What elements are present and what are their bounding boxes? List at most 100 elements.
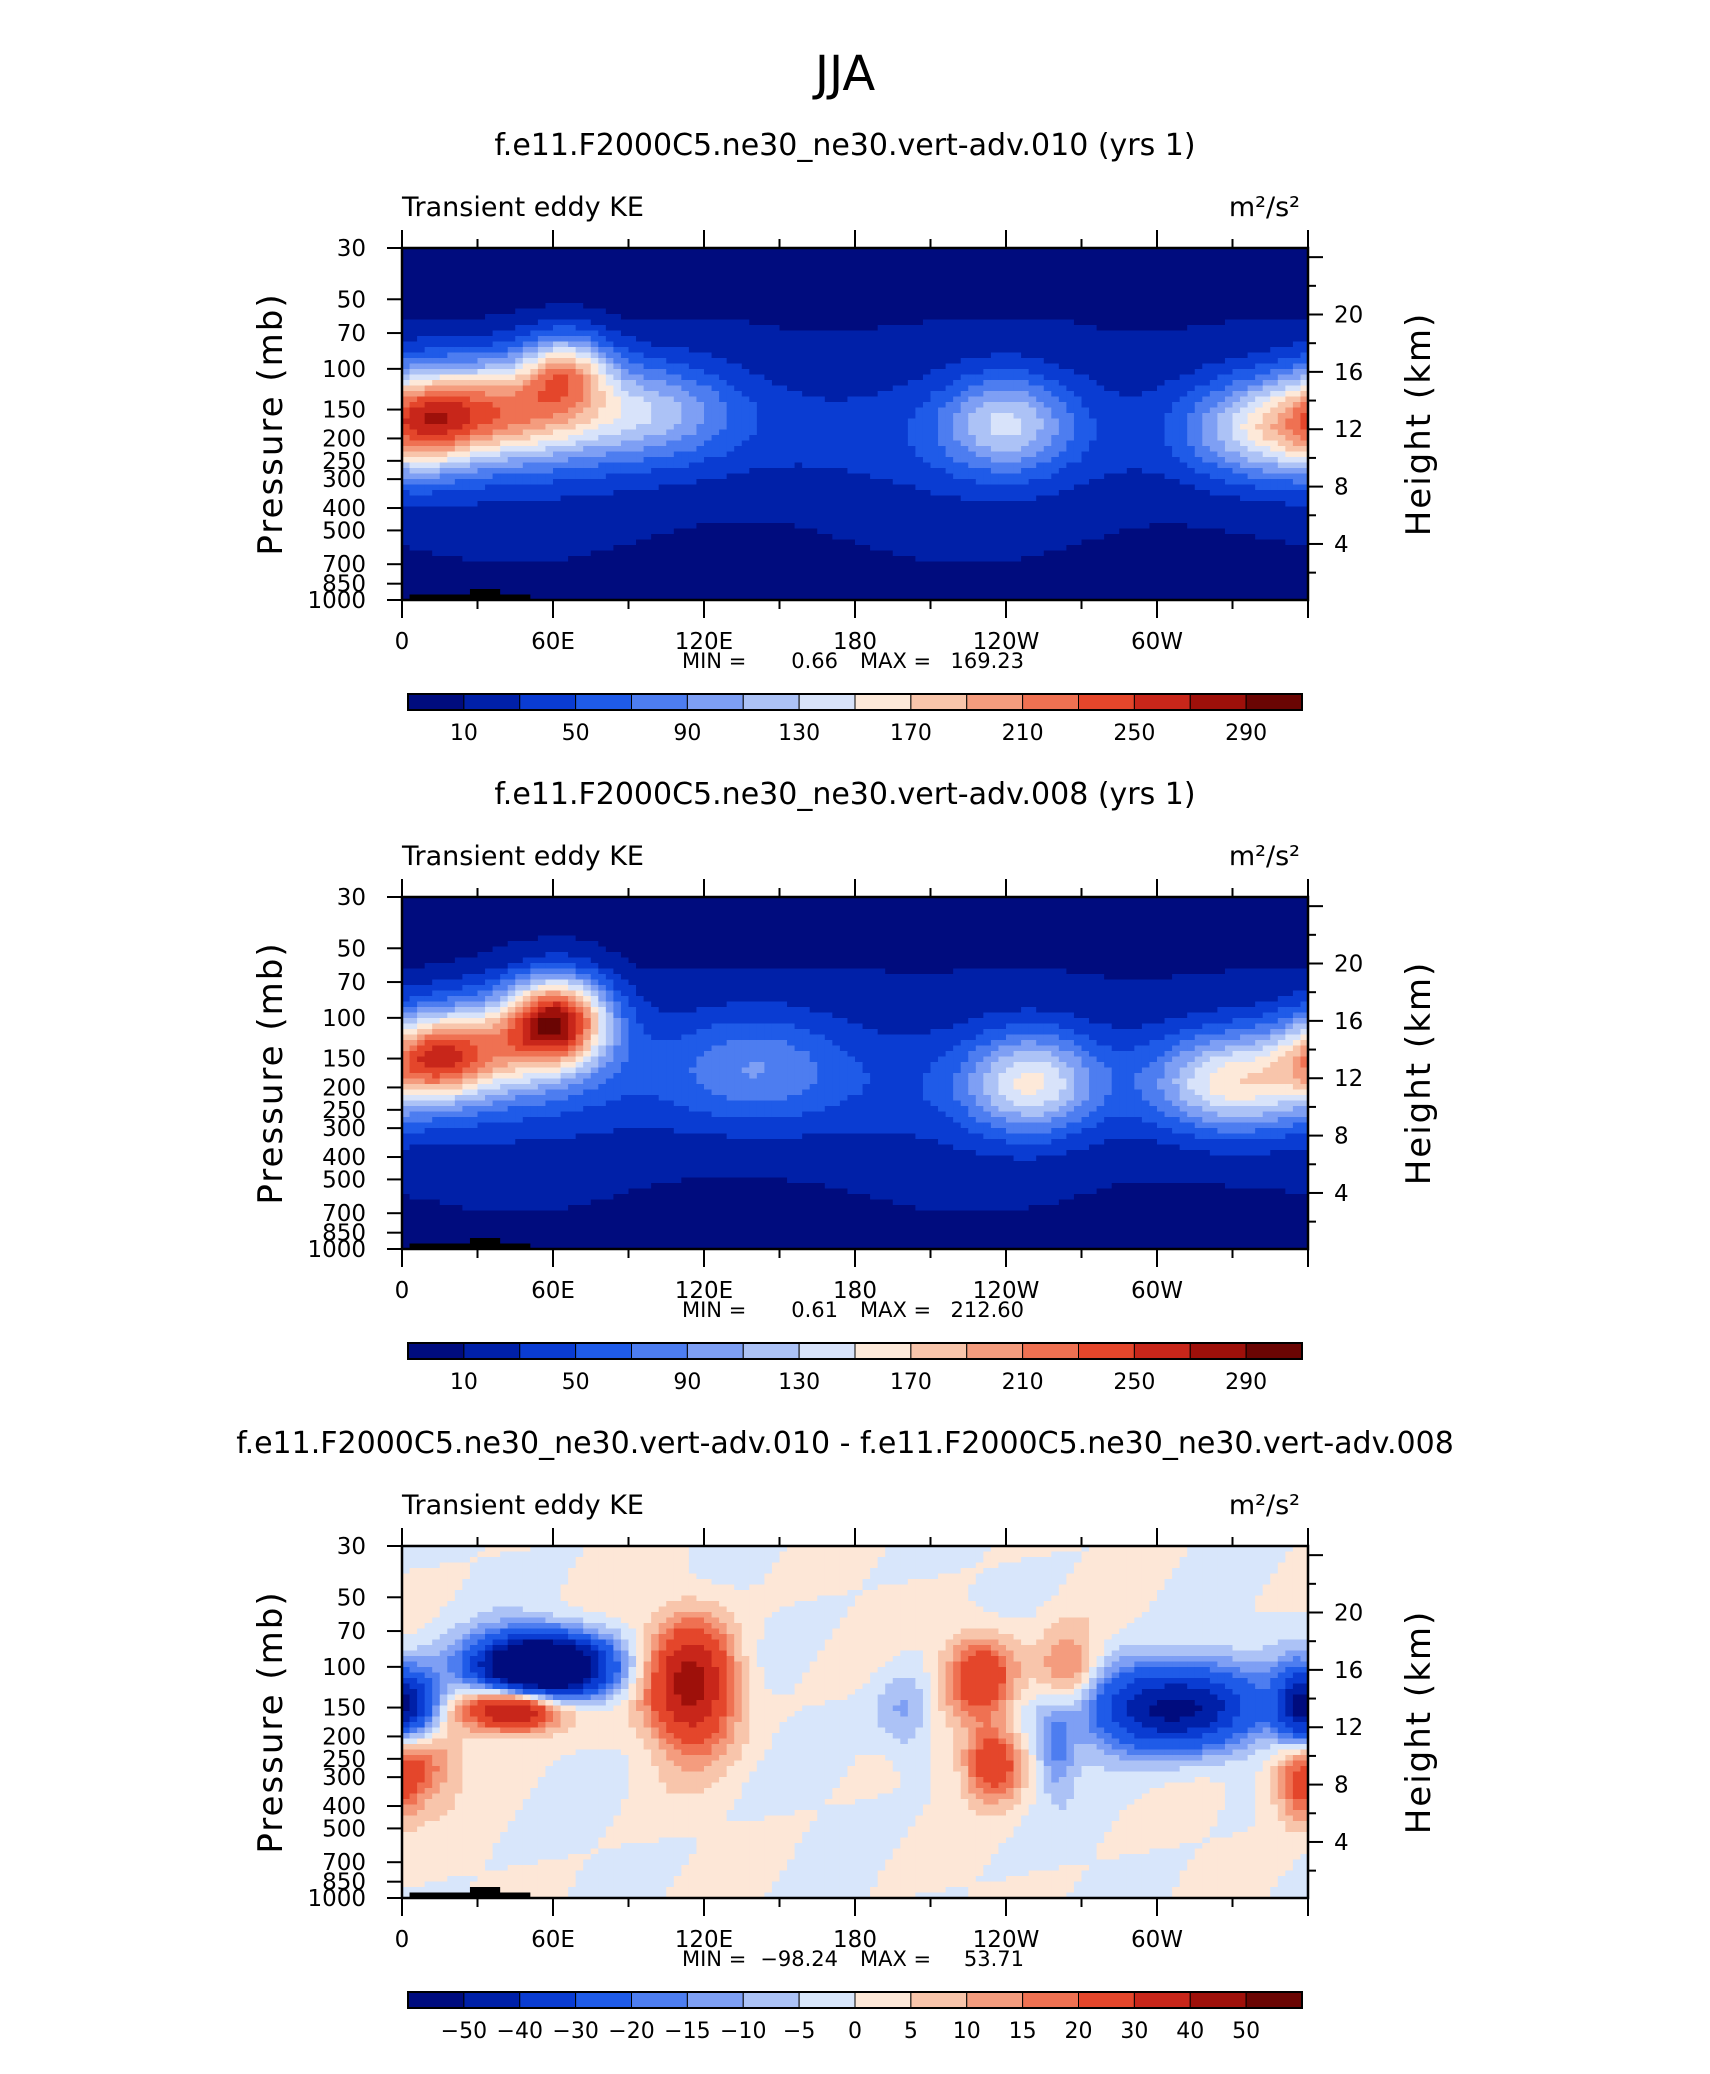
heatmap-cell bbox=[892, 402, 901, 409]
heatmap-cell bbox=[1141, 468, 1151, 475]
heatmap-cell bbox=[598, 336, 607, 343]
heatmap-cell bbox=[688, 352, 698, 359]
heatmap-cell bbox=[1066, 347, 1075, 354]
heatmap-cell bbox=[771, 281, 781, 288]
heatmap-cell bbox=[960, 363, 969, 370]
heatmap-cell bbox=[537, 457, 547, 464]
heatmap-cell bbox=[1240, 468, 1249, 475]
heatmap-cell bbox=[1058, 330, 1067, 337]
heatmap-cell bbox=[1262, 336, 1271, 343]
heatmap-cell bbox=[545, 336, 554, 343]
heatmap-cell bbox=[643, 292, 652, 299]
heatmap-cell bbox=[492, 308, 501, 315]
heatmap-cell bbox=[477, 440, 486, 447]
heatmap-cell bbox=[1240, 292, 1249, 299]
heatmap-cell bbox=[802, 380, 811, 387]
heatmap-cell bbox=[809, 281, 818, 288]
heatmap-cell bbox=[1013, 275, 1022, 282]
heatmap-cell bbox=[855, 281, 864, 288]
heatmap-cell bbox=[1194, 374, 1203, 381]
heatmap-cell bbox=[847, 275, 856, 282]
heatmap-cell bbox=[1013, 325, 1022, 332]
heatmap-cell bbox=[522, 424, 531, 431]
heatmap-cell bbox=[930, 468, 939, 475]
heatmap-cell bbox=[983, 347, 992, 354]
heatmap-cell bbox=[1240, 402, 1249, 409]
heatmap-cell bbox=[522, 429, 531, 436]
heatmap-cell bbox=[734, 473, 743, 480]
heatmap-cell bbox=[492, 286, 501, 293]
heatmap-cell bbox=[1157, 341, 1166, 348]
heatmap-cell bbox=[477, 270, 486, 277]
heatmap-cell bbox=[598, 275, 607, 282]
heatmap-cell bbox=[658, 347, 667, 354]
heatmap-cell bbox=[530, 264, 539, 271]
heatmap-cell bbox=[688, 275, 698, 282]
heatmap-cell bbox=[922, 363, 932, 370]
heatmap-cell bbox=[809, 369, 818, 376]
heatmap-cell bbox=[870, 435, 879, 442]
heatmap-cell bbox=[447, 270, 456, 277]
heatmap-cell bbox=[1255, 352, 1264, 359]
heatmap-cell bbox=[1066, 457, 1075, 464]
heatmap-cell bbox=[1126, 325, 1135, 332]
heatmap-cell bbox=[1202, 413, 1211, 420]
heatmap-cell bbox=[922, 402, 932, 409]
heatmap-cell bbox=[1006, 435, 1015, 442]
heatmap-cell bbox=[930, 270, 939, 277]
heatmap-cell bbox=[636, 281, 645, 288]
heatmap-cell bbox=[771, 440, 781, 447]
heatmap-cell bbox=[749, 374, 758, 381]
heatmap-cell bbox=[605, 391, 614, 398]
heatmap-cell bbox=[1202, 468, 1211, 475]
heatmap-cell bbox=[1058, 319, 1067, 326]
heatmap-cell bbox=[409, 248, 418, 255]
heatmap-cell bbox=[636, 468, 645, 475]
heatmap-cell bbox=[530, 363, 539, 370]
heatmap-cell bbox=[1111, 308, 1120, 315]
heatmap-cell bbox=[1149, 380, 1158, 387]
heatmap-cell bbox=[1209, 297, 1218, 304]
heatmap-cell bbox=[462, 292, 471, 299]
heatmap-cell bbox=[1232, 440, 1241, 447]
heatmap-cell bbox=[900, 336, 909, 343]
heatmap-cell bbox=[1096, 341, 1105, 348]
heatmap-cell bbox=[636, 303, 645, 310]
heatmap-cell bbox=[1194, 248, 1203, 255]
heatmap-cell bbox=[500, 429, 509, 436]
heatmap-cell bbox=[938, 259, 947, 266]
heatmap-cell bbox=[1058, 413, 1067, 420]
heatmap-cell bbox=[492, 457, 501, 464]
heatmap-cell bbox=[930, 336, 939, 343]
heatmap-cell bbox=[643, 435, 652, 442]
heatmap-cell bbox=[945, 347, 954, 354]
heatmap-cell bbox=[651, 380, 660, 387]
heatmap-cell bbox=[409, 259, 418, 266]
heatmap-cell bbox=[1300, 374, 1309, 381]
heatmap-cell bbox=[839, 308, 849, 315]
heatmap-cell bbox=[704, 468, 713, 475]
heatmap-cell bbox=[1028, 297, 1037, 304]
heatmap-cell bbox=[560, 462, 569, 469]
heatmap-cell bbox=[998, 468, 1007, 475]
heatmap-cell bbox=[454, 363, 463, 370]
heatmap-cell bbox=[500, 468, 509, 475]
heatmap-cell bbox=[704, 314, 713, 321]
heatmap-cell bbox=[1209, 396, 1218, 403]
heatmap-cell bbox=[1172, 358, 1181, 365]
heatmap-cell bbox=[1194, 402, 1203, 409]
heatmap-cell bbox=[605, 473, 614, 480]
heatmap-cell bbox=[485, 286, 494, 293]
heatmap-cell bbox=[432, 297, 441, 304]
heatmap-cell bbox=[1217, 341, 1226, 348]
heatmap-cell bbox=[870, 347, 879, 354]
heatmap-cell bbox=[1149, 418, 1158, 425]
heatmap-cell bbox=[953, 336, 962, 343]
heatmap-cell bbox=[1277, 352, 1286, 359]
heatmap-cell bbox=[560, 391, 569, 398]
heatmap-cell bbox=[439, 248, 448, 255]
heatmap-cell bbox=[1277, 275, 1286, 282]
heatmap-cell bbox=[409, 473, 418, 480]
heatmap-cell bbox=[1270, 292, 1279, 299]
heatmap-cell bbox=[794, 259, 803, 266]
